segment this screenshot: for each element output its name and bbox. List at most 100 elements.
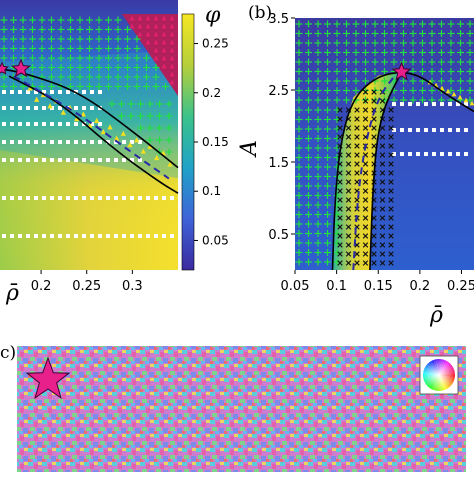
red-triangle-marker (153, 23, 159, 29)
cross-marker (337, 215, 343, 221)
panel-c-label: c) (0, 343, 16, 363)
white-square-marker (456, 102, 460, 106)
white-square-marker (42, 140, 46, 144)
cross-marker (345, 224, 352, 230)
red-triangle-marker (161, 63, 167, 69)
white-square-marker (106, 234, 110, 238)
cross-marker (388, 260, 394, 266)
white-square-marker (66, 90, 70, 94)
color-wheel-center (423, 359, 455, 391)
white-square-marker (98, 122, 102, 126)
white-square-marker (130, 158, 134, 162)
white-square-marker (50, 196, 54, 200)
white-square-marker (26, 90, 30, 94)
cross-marker (354, 233, 360, 239)
white-square-marker (432, 102, 436, 106)
white-square-marker (2, 122, 6, 126)
cross-marker (388, 179, 394, 185)
cross-marker (354, 197, 360, 203)
cross-marker (379, 134, 386, 140)
white-square-marker (26, 122, 30, 126)
white-square-marker (98, 158, 102, 162)
panel-a-upper-boundary (0, 68, 179, 169)
cross-marker (388, 197, 394, 203)
cross-marker (337, 206, 343, 212)
cross-marker (371, 125, 377, 131)
cross-marker (354, 179, 360, 185)
white-square-marker (448, 128, 452, 132)
cross-marker (345, 170, 352, 176)
white-square-marker (122, 140, 126, 144)
yellow-triangle-marker (154, 154, 160, 161)
red-triangle-marker (169, 71, 175, 77)
panel-b-star-marker (391, 61, 412, 81)
red-triangle-marker (161, 31, 167, 37)
cross-marker (379, 260, 386, 266)
cross-marker (345, 152, 352, 158)
white-square-marker (34, 106, 38, 110)
white-square-marker (58, 234, 62, 238)
white-square-marker (456, 128, 460, 132)
cross-marker (337, 233, 343, 239)
red-triangle-marker (153, 55, 159, 61)
white-square-marker (42, 122, 46, 126)
red-triangle-marker (161, 39, 167, 45)
white-square-marker (34, 158, 38, 162)
white-square-marker (10, 140, 14, 144)
cross-marker (345, 125, 352, 131)
white-square-marker (114, 196, 118, 200)
yellow-triangle-marker (34, 96, 40, 102)
y-tick-label: 1.5 (268, 156, 289, 171)
white-square-marker (66, 234, 70, 238)
cross-marker (379, 233, 386, 239)
cross-marker (371, 224, 377, 230)
white-square-marker (146, 234, 150, 238)
cross-marker (362, 233, 369, 239)
white-square-marker (392, 152, 396, 156)
white-square-marker (74, 234, 78, 238)
cross-marker (354, 170, 360, 176)
y-tick-label: 0.5 (268, 228, 289, 243)
white-square-marker (26, 140, 30, 144)
white-square-marker (440, 102, 444, 106)
white-square-marker (106, 140, 110, 144)
cross-marker (362, 206, 369, 212)
cross-marker (345, 260, 352, 266)
white-square-marker (50, 140, 54, 144)
cross-marker (362, 215, 369, 221)
cross-marker (354, 260, 360, 266)
cross-marker (337, 242, 343, 248)
cross-marker (388, 251, 394, 257)
cross-marker (354, 251, 360, 257)
red-triangle-marker (153, 47, 159, 53)
white-square-marker (170, 234, 174, 238)
white-square-marker (58, 106, 62, 110)
panel-b-x-ticks: 0.05 0.1 0.15 0.2 0.25 (281, 270, 474, 294)
cross-marker (388, 134, 394, 140)
white-square-marker (58, 158, 62, 162)
white-square-marker (90, 90, 94, 94)
cross-marker (337, 251, 343, 257)
white-square-marker (74, 122, 78, 126)
yellow-triangle-marker (120, 130, 126, 136)
cross-marker (379, 179, 386, 185)
white-square-marker (42, 106, 46, 110)
cross-marker (379, 143, 386, 149)
colorbar-tick-label: 0.25 (202, 37, 229, 51)
red-triangle-marker (161, 23, 167, 29)
white-square-marker (10, 158, 14, 162)
panel-a-lower-boundary (8, 75, 179, 194)
cross-marker (388, 224, 394, 230)
cross-marker (362, 224, 369, 230)
cross-marker (337, 260, 343, 266)
white-square-marker (50, 122, 54, 126)
white-square-marker (18, 158, 22, 162)
cross-marker (379, 224, 386, 230)
white-square-marker (34, 196, 38, 200)
white-square-marker (90, 196, 94, 200)
red-triangle-marker (145, 15, 151, 21)
white-square-marker (82, 90, 86, 94)
panel-b-y-ticks: 0.5 1.5 2.5 3.5 (268, 12, 295, 243)
star-marker (391, 61, 412, 81)
